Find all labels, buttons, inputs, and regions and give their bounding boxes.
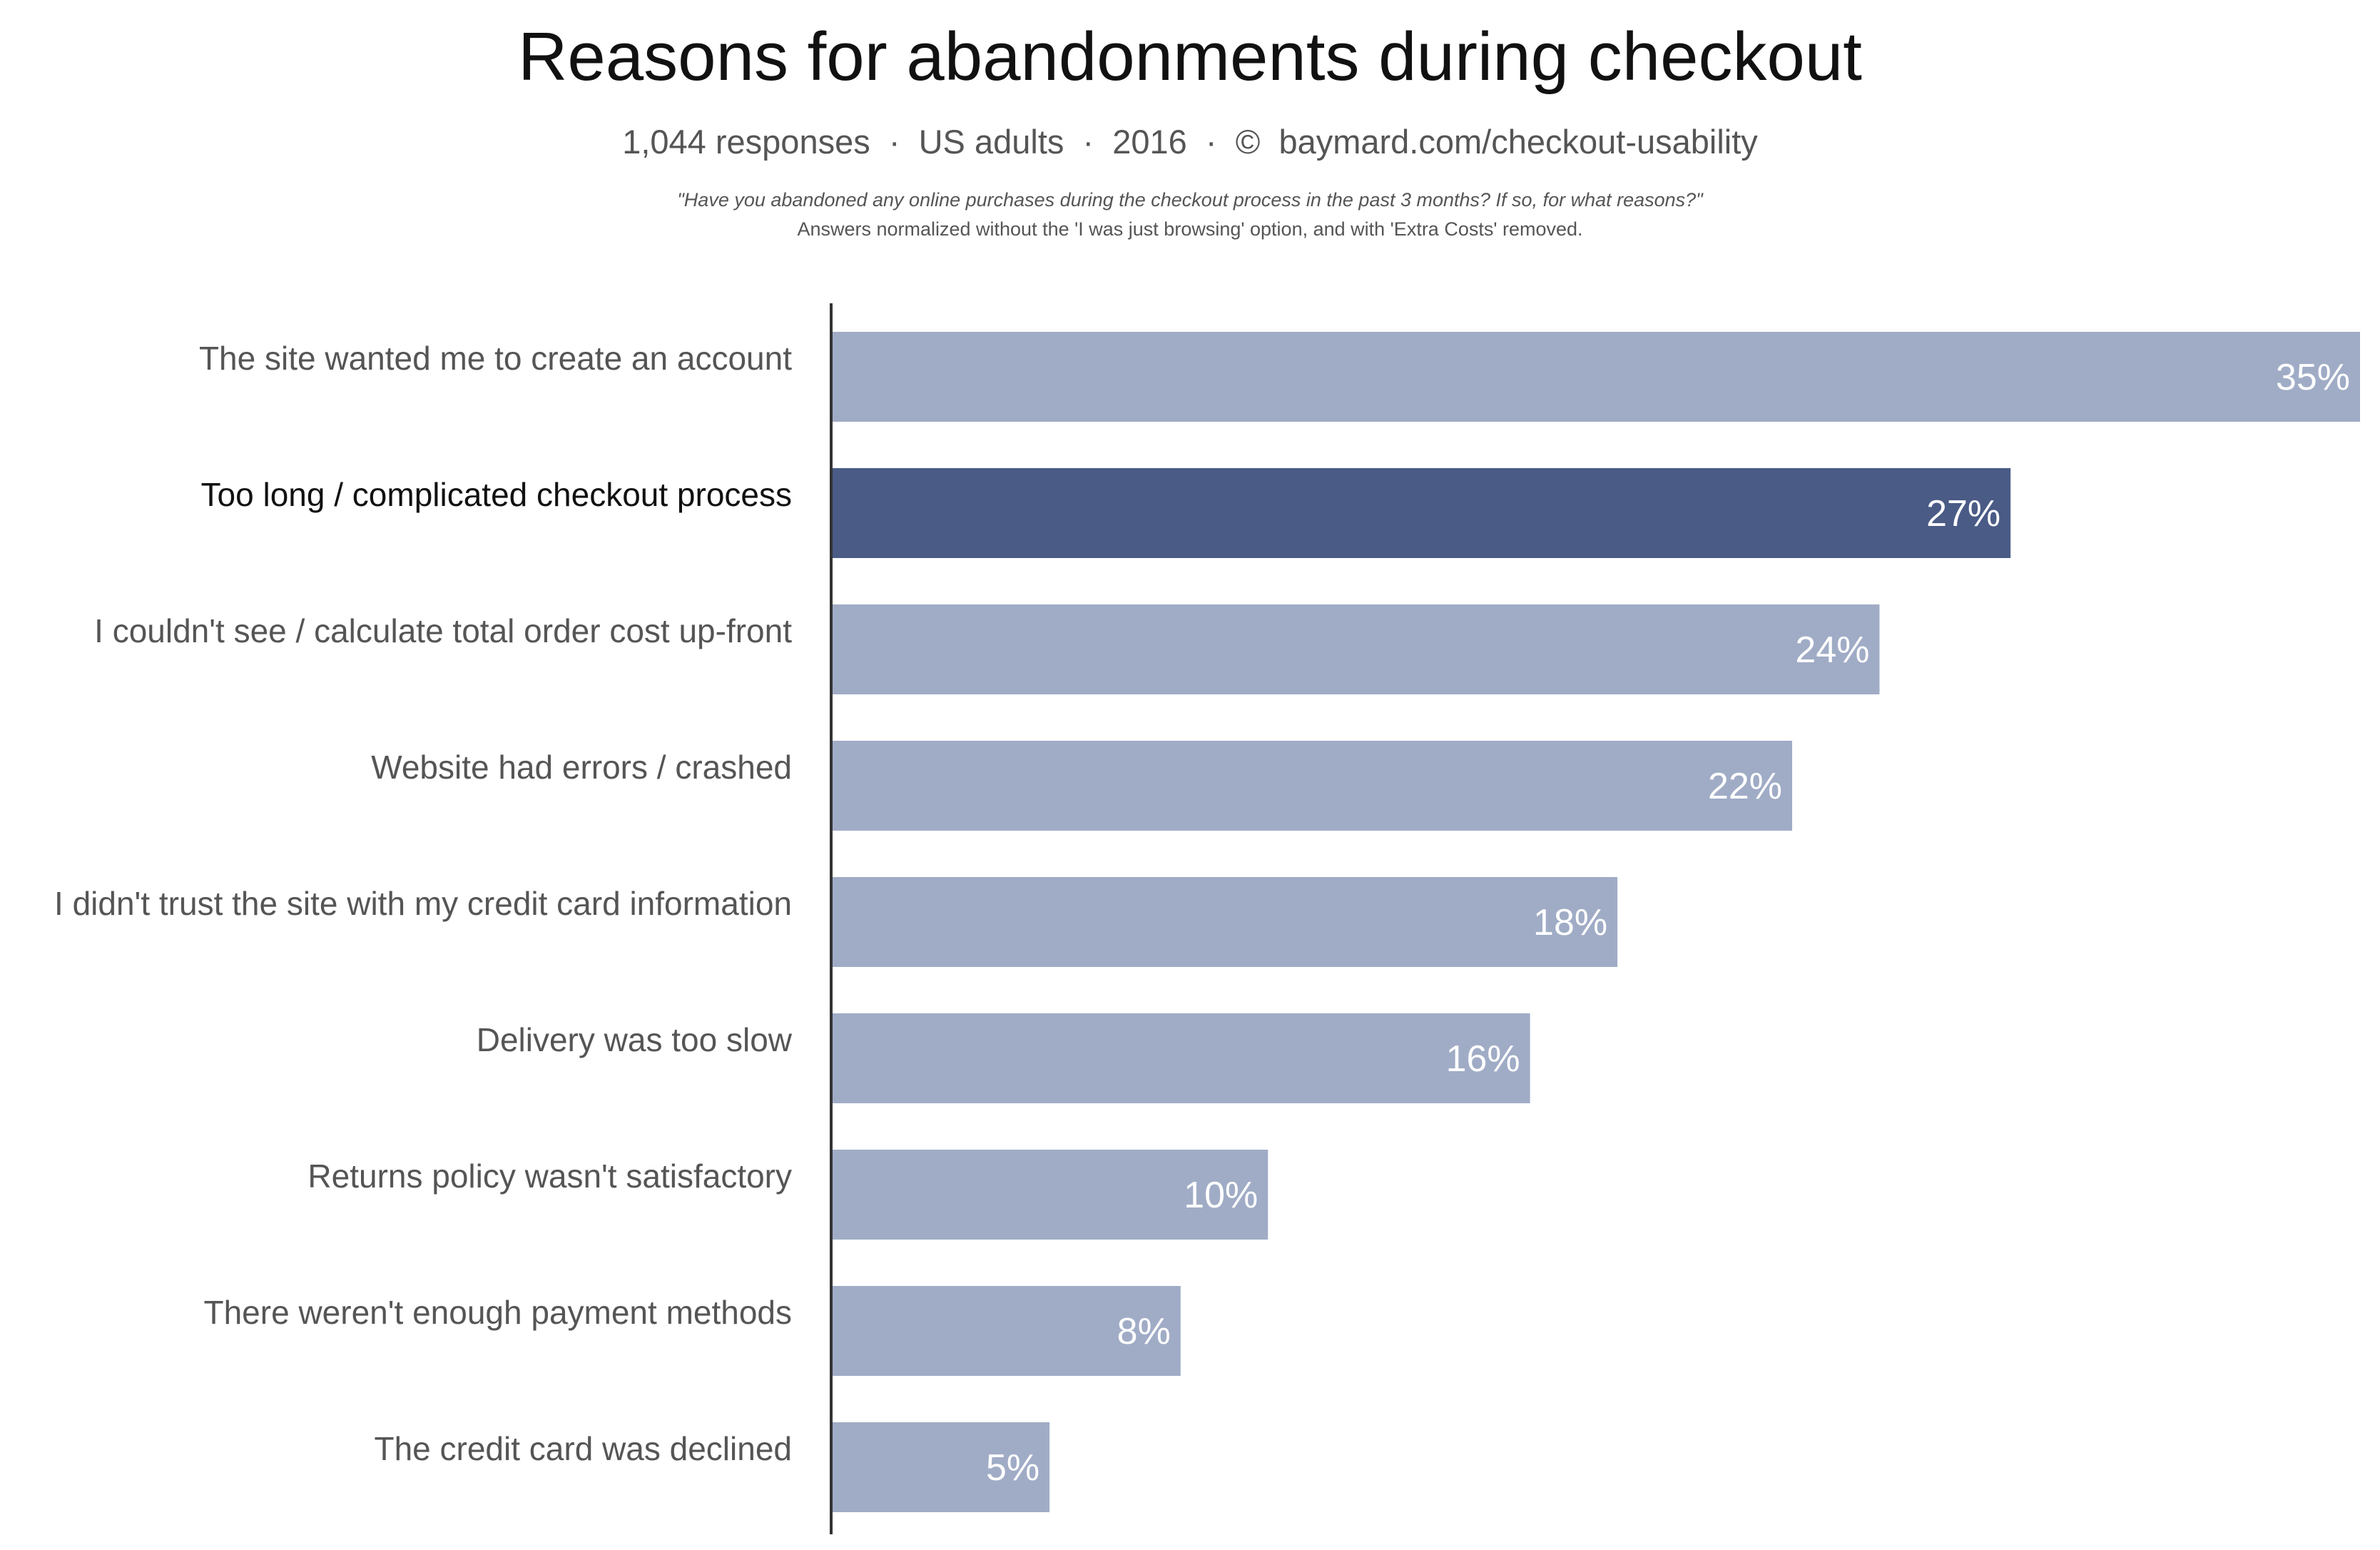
bar-4 [831,877,1618,967]
category-label-1: Too long / complicated checkout process [201,476,792,513]
bar-6 [831,1150,1268,1240]
category-label-6: Returns policy wasn't satisfactory [307,1158,792,1195]
bar-0 [831,332,2360,422]
value-label-6: 10% [1184,1175,1258,1216]
category-label-4: I didn't trust the site with my credit c… [54,885,792,922]
value-label-7: 8% [1117,1311,1171,1352]
category-label-0: The site wanted me to create an account [199,340,792,377]
value-label-2: 24% [1795,629,1869,671]
value-label-5: 16% [1446,1038,1520,1080]
bar-2 [831,604,1880,694]
category-label-8: The credit card was declined [374,1430,792,1467]
chart-note-method: Answers normalized without the 'I was ju… [797,218,1583,240]
chart-title: Reasons for abandonments during checkout [518,19,1862,95]
value-label-3: 22% [1708,766,1782,807]
chart-subtitle: 1,044 responses · US adults · 2016 · © b… [622,123,1758,161]
bar-7 [831,1286,1181,1376]
bar-5 [831,1013,1530,1103]
category-label-2: I couldn't see / calculate total order c… [94,612,792,649]
bar-1 [831,468,2011,558]
value-label-0: 35% [2276,357,2350,398]
bar-3 [831,741,1793,831]
category-label-5: Delivery was too slow [477,1021,793,1058]
category-label-3: Website had errors / crashed [371,749,792,786]
value-label-8: 5% [986,1447,1039,1489]
value-label-4: 18% [1533,902,1607,943]
category-label-7: There weren't enough payment methods [204,1294,793,1331]
chart-note-question: "Have you abandoned any online purchases… [677,189,1703,211]
value-label-1: 27% [1926,493,2000,535]
bar-8 [831,1422,1050,1512]
